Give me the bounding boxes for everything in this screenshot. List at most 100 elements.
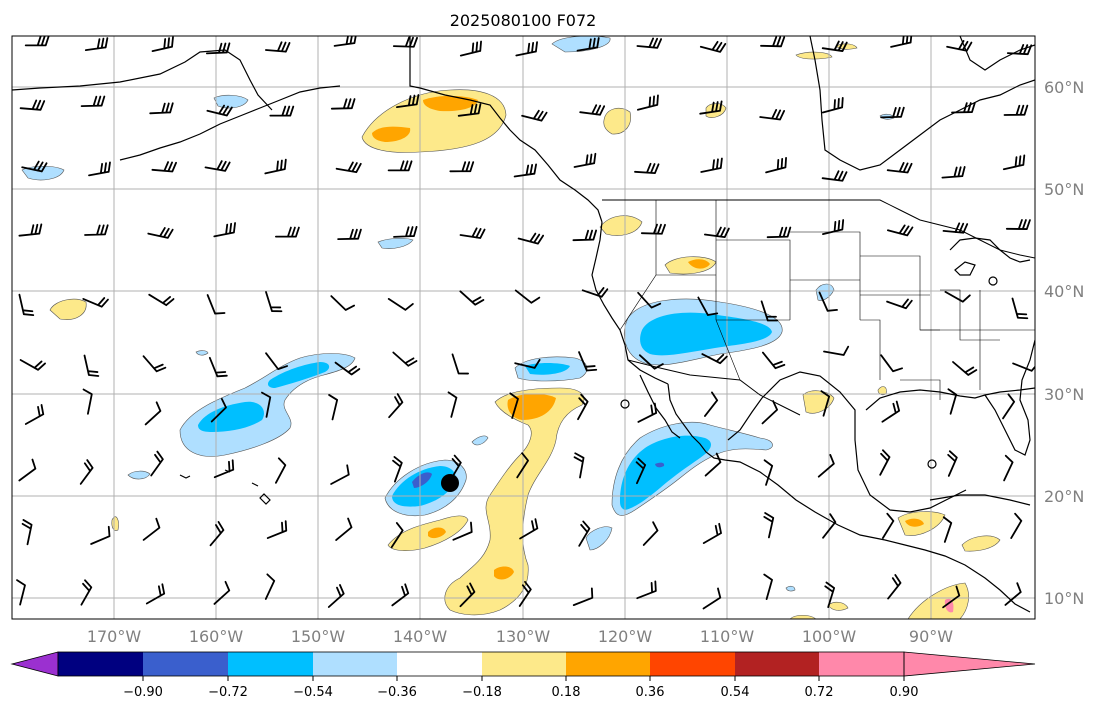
wind-barb [90, 525, 111, 545]
wind-barb [763, 573, 773, 600]
wind-barb [274, 457, 287, 484]
wind-barb [21, 160, 48, 173]
wind-barb [395, 94, 420, 108]
wind-barb [1003, 454, 1014, 482]
wind-barb [702, 587, 722, 610]
wind-barb [447, 391, 458, 418]
map-frame [11, 35, 1036, 620]
wind-barb [824, 581, 836, 608]
wind-barb [881, 400, 901, 423]
map-title: 2025080100 F072 [450, 11, 597, 30]
colorbar-segment [735, 652, 819, 676]
wind-barb [269, 105, 295, 117]
longitude-labels: 170°W 160°W 150°W 140°W 130°W 120°W 110°… [87, 627, 953, 646]
lat-label: 10°N [1044, 589, 1084, 608]
wind-barb [817, 453, 835, 478]
wind-barb [457, 103, 482, 117]
colorbar-segment [566, 652, 650, 676]
wind-barb [84, 37, 109, 51]
wind-barb [206, 104, 233, 117]
wind-barb [261, 391, 272, 418]
wind-barb [1002, 154, 1026, 171]
wind-barb [451, 353, 470, 375]
wind-barb [637, 291, 662, 309]
wind-barb [697, 296, 719, 316]
wind-barb [573, 152, 597, 168]
colorbar-segment [819, 652, 904, 676]
lon-label: 140°W [393, 627, 448, 646]
wind-barb [880, 354, 903, 373]
colorbar-extend-min [10, 651, 59, 677]
wind-barb [573, 452, 585, 479]
wind-barb [952, 361, 978, 376]
wind-barb [1011, 297, 1029, 320]
colorbar-tick-label: −0.72 [208, 685, 248, 700]
map-point-markers [620, 276, 998, 469]
colorbar-segment [58, 652, 143, 676]
lat-label: 20°N [1044, 487, 1084, 506]
wind-barb [387, 297, 414, 311]
wind-barb [393, 226, 418, 238]
wind-barb [209, 521, 225, 547]
wind-barb [879, 449, 891, 476]
wind-barb [147, 227, 174, 239]
wind-barb [387, 160, 413, 172]
lat-lon-gridlines [12, 36, 1035, 619]
wind-barb [19, 359, 46, 371]
wind-barb [887, 574, 902, 600]
storm-position-marker [441, 474, 459, 492]
wind-barb [151, 36, 174, 52]
wind-barb [581, 287, 609, 298]
wind-barb [634, 162, 660, 174]
wind-barb [392, 351, 418, 367]
wind-barb [944, 290, 971, 303]
wind-barb [521, 109, 548, 122]
wind-barb [459, 582, 476, 608]
wind-barb [205, 42, 231, 55]
wind-barb [24, 36, 50, 47]
wind-barb [208, 356, 228, 378]
wind-barb [951, 102, 976, 114]
wind-barb [1004, 582, 1022, 606]
colorbar-tick-label: 0.54 [721, 685, 750, 700]
colorbar-tick-label: 0.36 [636, 685, 665, 700]
wind-barb [886, 162, 913, 174]
wind-barb [941, 166, 966, 179]
wind-barb [699, 40, 727, 53]
wind-barb [264, 573, 276, 600]
wind-barb [515, 41, 538, 57]
wind-barb [145, 583, 166, 605]
map-area [12, 36, 1035, 619]
wind-barb [82, 388, 93, 415]
wind-barb [452, 521, 473, 541]
wind-barb [763, 512, 775, 539]
wind-barb [947, 450, 958, 477]
wind-barb [880, 106, 905, 119]
wind-barb [333, 36, 358, 47]
colorbar-tick-label: 0.90 [890, 685, 919, 700]
wind-barb [459, 40, 482, 57]
wind-barb [1003, 104, 1029, 116]
wind-barb [513, 163, 538, 178]
lon-label: 100°W [802, 627, 857, 646]
wind-barb [83, 354, 100, 377]
wind-barb [82, 297, 109, 308]
lon-label: 130°W [496, 627, 551, 646]
wind-barb [821, 170, 848, 182]
wind-barb [88, 161, 111, 177]
wind-barb [84, 224, 109, 236]
wind-barb [818, 291, 838, 312]
wind-barb [518, 580, 532, 607]
wind-barb [759, 109, 786, 121]
wind-barb [204, 160, 231, 172]
wind-barb [21, 519, 33, 546]
negative-anomaly-cores [198, 312, 772, 510]
wind-barb [1006, 44, 1033, 56]
colorbar-tick-label: −0.36 [377, 685, 417, 700]
wind-barb [578, 351, 598, 372]
colorbar-extend-max [903, 651, 1036, 677]
wind-barb [19, 99, 46, 111]
wind-barb [514, 358, 541, 369]
wind-barb [1010, 512, 1023, 539]
